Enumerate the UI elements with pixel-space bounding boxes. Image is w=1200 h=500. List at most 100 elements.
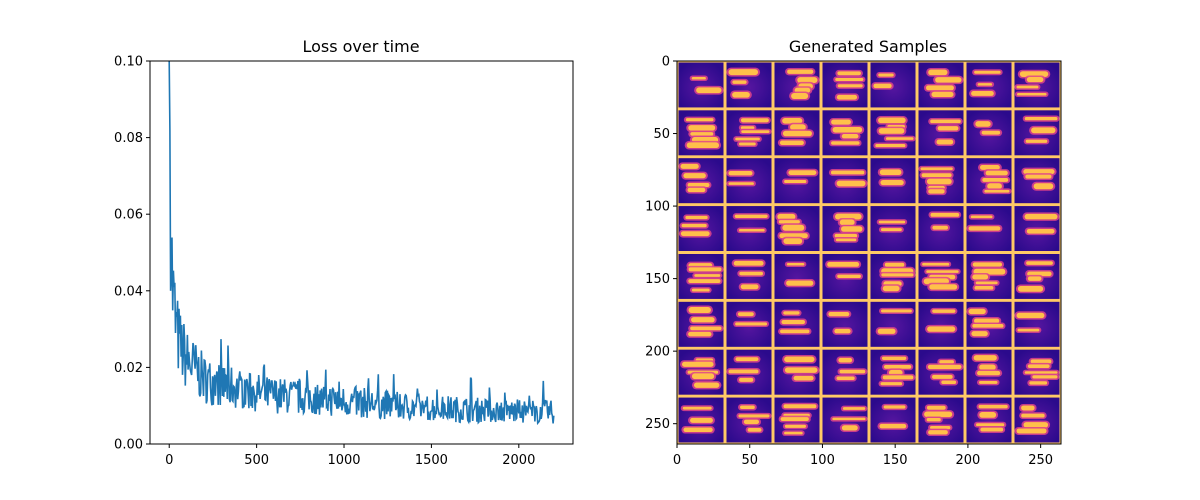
sample-streak [873, 83, 892, 89]
sample-streak [932, 374, 953, 379]
sample-streak [683, 173, 706, 179]
sample-tile [966, 62, 1012, 108]
sample-tile [726, 62, 772, 108]
samples-y-tick-label: 50 [653, 127, 670, 142]
sample-tile [918, 158, 964, 204]
sample-streak [970, 215, 993, 219]
sample-tile [822, 254, 868, 299]
sample-streak [884, 365, 912, 369]
sample-streak [1016, 92, 1047, 96]
sample-streak [881, 309, 912, 313]
sample-tile [1014, 349, 1060, 395]
sample-streak [931, 91, 954, 98]
sample-streak [1029, 381, 1048, 385]
sample-streak [688, 267, 722, 272]
sample-tile [822, 397, 868, 443]
loss-x-tick-label: 500 [244, 453, 269, 468]
sample-streak [924, 411, 953, 418]
sample-tile-glow [1014, 158, 1060, 204]
sample-tile-glow [726, 158, 772, 204]
samples-x-axis: 0 50 100 150 200 250 [673, 444, 1053, 468]
sample-tile [726, 110, 772, 156]
sample-streak [1032, 375, 1058, 379]
sample-streak [926, 178, 952, 185]
sample-tile [678, 206, 724, 251]
sample-tile [726, 397, 772, 443]
sample-streak [842, 407, 866, 410]
sample-streak [879, 169, 902, 176]
sample-streak [738, 229, 765, 232]
sample-streak [1026, 76, 1044, 83]
sample-tile [678, 254, 724, 299]
sample-tile [774, 301, 820, 347]
sample-streak [835, 213, 862, 220]
samples-chart: Generated Samples 0 50 100 150 200 250 0 50 100… [645, 37, 1062, 468]
sample-streak [987, 183, 1002, 190]
sample-streak [777, 213, 796, 220]
sample-tile [918, 349, 964, 395]
sample-streak [841, 425, 858, 431]
sample-streak [735, 137, 760, 141]
sample-streak [786, 262, 805, 266]
sample-tile [918, 397, 964, 443]
sample-streak [1021, 413, 1045, 418]
sample-streak [881, 273, 914, 277]
sample-streak [728, 69, 759, 76]
sample-tile [966, 349, 1012, 395]
sample-tile [966, 206, 1012, 251]
sample-tile [870, 110, 916, 156]
loss-chart-title: Loss over time [302, 37, 419, 56]
sample-streak [928, 69, 948, 76]
sample-streak [979, 364, 996, 371]
sample-streak [926, 405, 946, 410]
sample-streak [1021, 405, 1035, 411]
sample-streak [780, 417, 809, 421]
sample-streak [926, 270, 959, 273]
sample-tile [726, 301, 772, 347]
sample-streak [837, 84, 863, 88]
sample-streak [975, 281, 998, 285]
sample-streak [875, 143, 906, 148]
sample-tile [870, 397, 916, 443]
sample-streak [682, 406, 712, 410]
loss-plot-frame [149, 60, 574, 445]
loss-x-tick-label: 0 [165, 453, 173, 468]
sample-streak [1017, 328, 1040, 332]
sample-streak [784, 356, 815, 363]
sample-streak [927, 364, 962, 370]
samples-y-tick-label: 200 [645, 345, 670, 360]
sample-tile [918, 206, 964, 251]
sample-streak [984, 189, 1010, 193]
sample-streak [791, 92, 809, 99]
sample-streak [880, 382, 903, 386]
sample-streak [974, 70, 1001, 74]
samples-y-axis: 0 50 100 150 200 250 [645, 55, 677, 432]
sample-streak [832, 417, 866, 421]
sample-streak [728, 182, 754, 185]
sample-streak [1025, 139, 1048, 143]
sample-streak [1016, 85, 1039, 89]
sample-streak [980, 427, 1004, 432]
sample-streak [939, 360, 955, 364]
sample-tile-glow [774, 254, 820, 299]
sample-streak [921, 173, 952, 178]
sample-streak [1016, 428, 1047, 434]
sample-streak [740, 118, 769, 123]
sample-tile-glow [918, 110, 964, 156]
sample-streak [691, 288, 710, 292]
loss-y-tick-label: 0.08 [114, 131, 143, 146]
sample-tile [918, 254, 964, 299]
samples-x-tick-label: 200 [955, 453, 980, 468]
sample-streak [977, 83, 993, 86]
loss-series-line [168, 60, 555, 426]
sample-streak [832, 126, 863, 133]
sample-tile [870, 206, 916, 251]
sample-streak [728, 369, 759, 374]
sample-tile [1014, 397, 1060, 443]
sample-streak [783, 311, 800, 315]
sample-streak [968, 308, 986, 315]
sample-streak [690, 132, 714, 136]
sample-streak [690, 417, 713, 423]
sample-streak [932, 309, 956, 313]
